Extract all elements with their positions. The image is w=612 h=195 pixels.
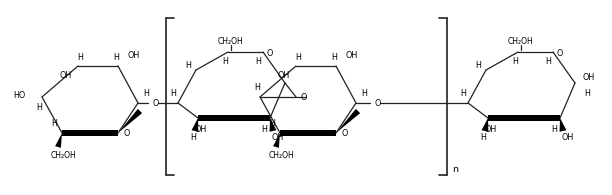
Text: OH: OH bbox=[195, 124, 207, 134]
Text: n: n bbox=[452, 165, 458, 174]
Polygon shape bbox=[198, 115, 270, 121]
Text: H: H bbox=[222, 58, 228, 66]
Polygon shape bbox=[280, 130, 336, 136]
Polygon shape bbox=[192, 118, 198, 132]
Text: H: H bbox=[269, 120, 275, 129]
Text: O: O bbox=[557, 50, 563, 58]
Text: H: H bbox=[331, 52, 337, 61]
Text: H: H bbox=[361, 89, 367, 98]
Text: OH: OH bbox=[128, 51, 140, 59]
Text: H: H bbox=[551, 124, 557, 134]
Text: H: H bbox=[36, 103, 42, 112]
Text: OH: OH bbox=[346, 51, 358, 59]
Text: O: O bbox=[267, 50, 273, 58]
Text: CH₂OH: CH₂OH bbox=[218, 36, 244, 45]
Text: H: H bbox=[255, 58, 261, 66]
Text: H: H bbox=[295, 52, 301, 61]
Text: OH: OH bbox=[60, 72, 72, 81]
Text: O: O bbox=[342, 129, 348, 138]
Text: H: H bbox=[170, 89, 176, 98]
Polygon shape bbox=[62, 130, 118, 136]
Text: OH: OH bbox=[485, 124, 497, 134]
Text: OH: OH bbox=[562, 134, 574, 143]
Text: O: O bbox=[375, 98, 381, 107]
Text: H: H bbox=[185, 60, 191, 69]
Text: O: O bbox=[301, 92, 307, 102]
Polygon shape bbox=[488, 115, 560, 121]
Polygon shape bbox=[273, 133, 280, 148]
Text: H: H bbox=[261, 124, 267, 134]
Text: H: H bbox=[190, 134, 196, 143]
Polygon shape bbox=[559, 118, 567, 132]
Text: O: O bbox=[124, 129, 130, 138]
Text: CH₂OH: CH₂OH bbox=[51, 151, 77, 160]
Text: H: H bbox=[143, 89, 149, 98]
Polygon shape bbox=[270, 118, 277, 132]
Text: OH: OH bbox=[583, 73, 595, 82]
Polygon shape bbox=[336, 109, 360, 133]
Text: H: H bbox=[584, 89, 590, 98]
Polygon shape bbox=[118, 109, 142, 133]
Text: O: O bbox=[153, 98, 159, 107]
Polygon shape bbox=[55, 133, 62, 148]
Text: H: H bbox=[77, 52, 83, 61]
Polygon shape bbox=[482, 118, 488, 132]
Text: H: H bbox=[51, 120, 57, 129]
Text: H: H bbox=[113, 52, 119, 61]
Text: CH₂OH: CH₂OH bbox=[269, 151, 295, 160]
Text: H: H bbox=[254, 82, 260, 91]
Text: OH: OH bbox=[278, 72, 290, 81]
Text: H: H bbox=[512, 58, 518, 66]
Text: H: H bbox=[460, 89, 466, 98]
Text: HO: HO bbox=[13, 91, 26, 100]
Text: H: H bbox=[475, 60, 481, 69]
Text: H: H bbox=[545, 58, 551, 66]
Text: H: H bbox=[480, 134, 486, 143]
Text: OH: OH bbox=[272, 134, 284, 143]
Text: CH₂OH: CH₂OH bbox=[508, 36, 534, 45]
